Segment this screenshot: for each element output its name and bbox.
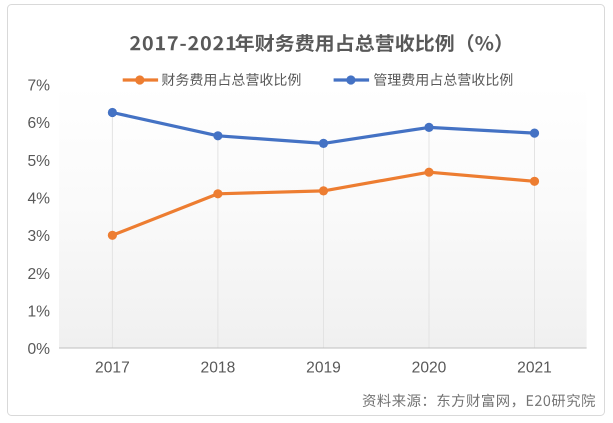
svg-text:2017: 2017: [95, 360, 130, 377]
svg-text:1%: 1%: [27, 303, 50, 320]
svg-text:2019: 2019: [306, 360, 341, 377]
svg-text:2020: 2020: [412, 360, 447, 377]
svg-text:5%: 5%: [27, 153, 50, 170]
svg-text:6%: 6%: [27, 115, 50, 132]
svg-text:2%: 2%: [27, 266, 50, 283]
svg-text:4%: 4%: [27, 191, 50, 208]
svg-text:3%: 3%: [27, 228, 50, 245]
svg-text:7%: 7%: [27, 78, 50, 95]
svg-text:2021: 2021: [517, 360, 552, 377]
svg-text:2018: 2018: [201, 360, 236, 377]
svg-text:0%: 0%: [27, 341, 50, 358]
